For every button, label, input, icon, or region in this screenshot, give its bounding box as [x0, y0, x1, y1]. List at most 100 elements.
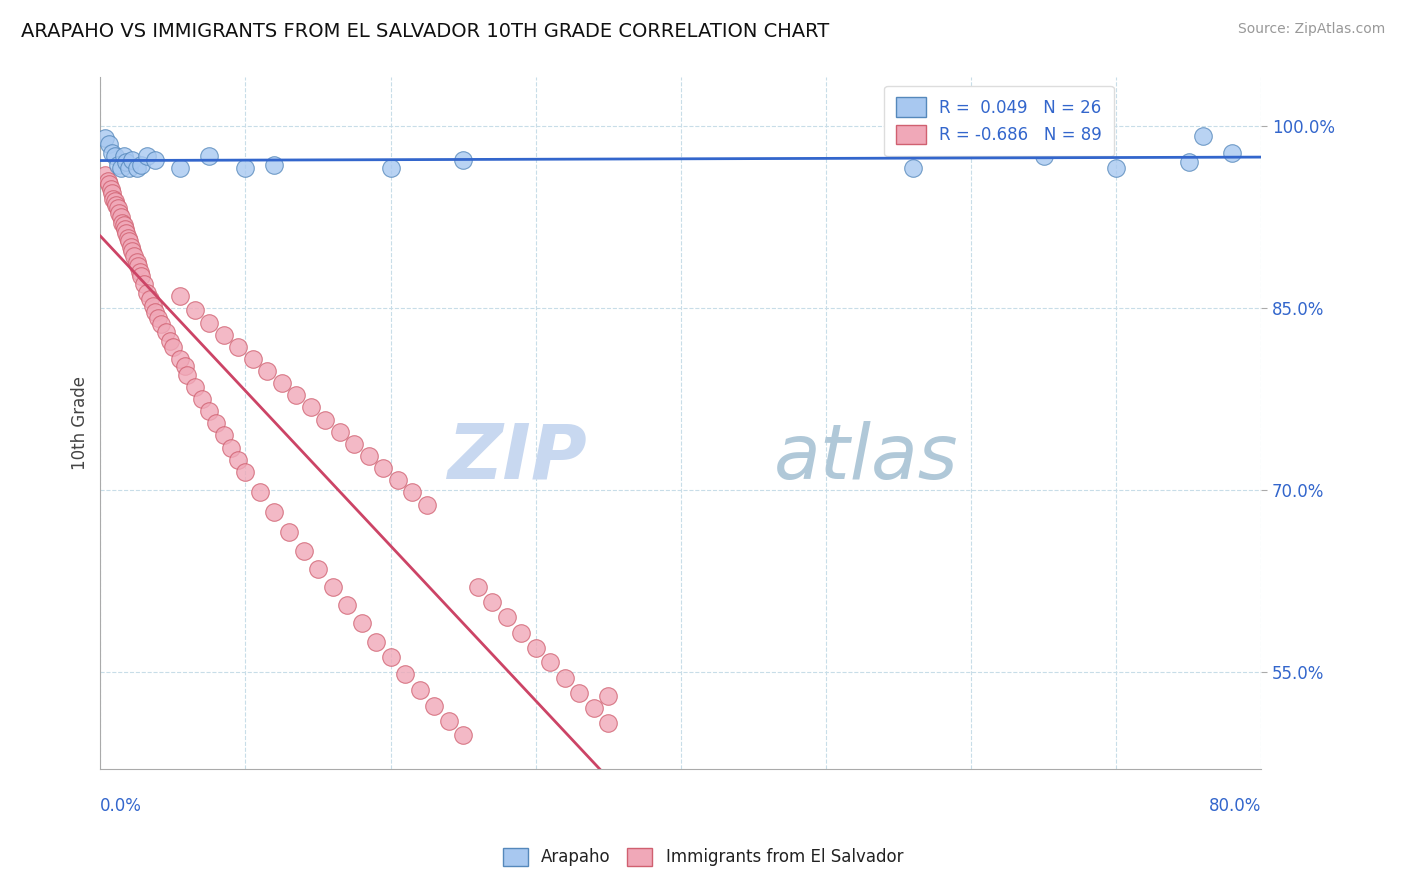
Point [150, 317, 173, 331]
Point [198, 404, 221, 418]
Point [270, 376, 292, 391]
Point [322, 580, 344, 594]
Point [114, 222, 136, 236]
Point [226, 452, 249, 467]
Point [350, 616, 373, 631]
Point [159, 334, 181, 348]
Point [292, 543, 315, 558]
Point [112, 219, 135, 233]
Point [127, 259, 149, 273]
Point [598, 716, 620, 731]
Point [205, 417, 228, 431]
Y-axis label: 10th Grade: 10th Grade [72, 376, 89, 470]
Point [118, 161, 141, 176]
Point [451, 728, 474, 742]
Point [212, 327, 235, 342]
Point [129, 158, 152, 172]
Point [554, 671, 576, 685]
Point [380, 161, 402, 176]
Point [191, 392, 214, 406]
Text: 80.0%: 80.0% [1209, 797, 1261, 814]
Point [132, 277, 155, 291]
Point [235, 161, 257, 176]
Text: 0.0%: 0.0% [100, 797, 142, 814]
Point [307, 562, 329, 576]
Point [336, 599, 359, 613]
Point [121, 153, 143, 167]
Point [285, 388, 308, 402]
Point [98, 137, 121, 152]
Point [1105, 161, 1128, 176]
Point [299, 401, 322, 415]
Point [314, 412, 336, 426]
Point [242, 351, 264, 366]
Point [112, 149, 135, 163]
Point [329, 425, 352, 439]
Text: ARAPAHO VS IMMIGRANTS FROM EL SALVADOR 10TH GRADE CORRELATION CHART: ARAPAHO VS IMMIGRANTS FROM EL SALVADOR 1… [21, 22, 830, 41]
Point [103, 192, 125, 206]
Point [481, 594, 503, 608]
Point [226, 340, 249, 354]
Point [120, 240, 142, 254]
Point [183, 380, 205, 394]
Point [401, 485, 423, 500]
Point [145, 153, 167, 167]
Point [105, 198, 128, 212]
Point [495, 610, 517, 624]
Point [364, 634, 387, 648]
Point [101, 145, 124, 160]
Point [145, 304, 167, 318]
Point [437, 714, 460, 728]
Point [100, 182, 122, 196]
Text: Source: ZipAtlas.com: Source: ZipAtlas.com [1237, 22, 1385, 37]
Point [263, 505, 285, 519]
Point [1220, 145, 1243, 160]
Point [122, 249, 145, 263]
Point [110, 210, 132, 224]
Point [1032, 149, 1054, 163]
Point [387, 473, 409, 487]
Point [423, 698, 446, 713]
Point [901, 161, 924, 176]
Point [357, 449, 380, 463]
Point [110, 161, 132, 176]
Point [162, 340, 184, 354]
Point [129, 269, 152, 284]
Point [98, 178, 121, 192]
Point [467, 580, 489, 594]
Point [125, 161, 148, 176]
Point [1178, 155, 1201, 169]
Point [1192, 128, 1215, 143]
Legend: R =  0.049   N = 26, R = -0.686   N = 89: R = 0.049 N = 26, R = -0.686 N = 89 [884, 86, 1114, 156]
Point [278, 525, 301, 540]
Point [249, 485, 271, 500]
Point [598, 690, 620, 704]
Point [104, 149, 127, 163]
Point [235, 465, 257, 479]
Point [198, 316, 221, 330]
Point [451, 153, 474, 167]
Point [128, 264, 150, 278]
Point [121, 244, 143, 258]
Point [183, 303, 205, 318]
Point [138, 293, 160, 307]
Point [155, 325, 177, 339]
Point [373, 461, 395, 475]
Point [380, 650, 402, 665]
Point [101, 186, 124, 200]
Point [135, 149, 157, 163]
Point [169, 351, 191, 366]
Point [111, 216, 134, 230]
Point [568, 686, 591, 700]
Point [256, 364, 278, 378]
Point [104, 194, 127, 209]
Point [115, 155, 138, 169]
Point [142, 299, 165, 313]
Point [169, 161, 191, 176]
Point [117, 230, 139, 244]
Text: atlas: atlas [773, 421, 959, 495]
Point [510, 626, 533, 640]
Point [148, 310, 170, 325]
Point [408, 683, 430, 698]
Point [212, 428, 235, 442]
